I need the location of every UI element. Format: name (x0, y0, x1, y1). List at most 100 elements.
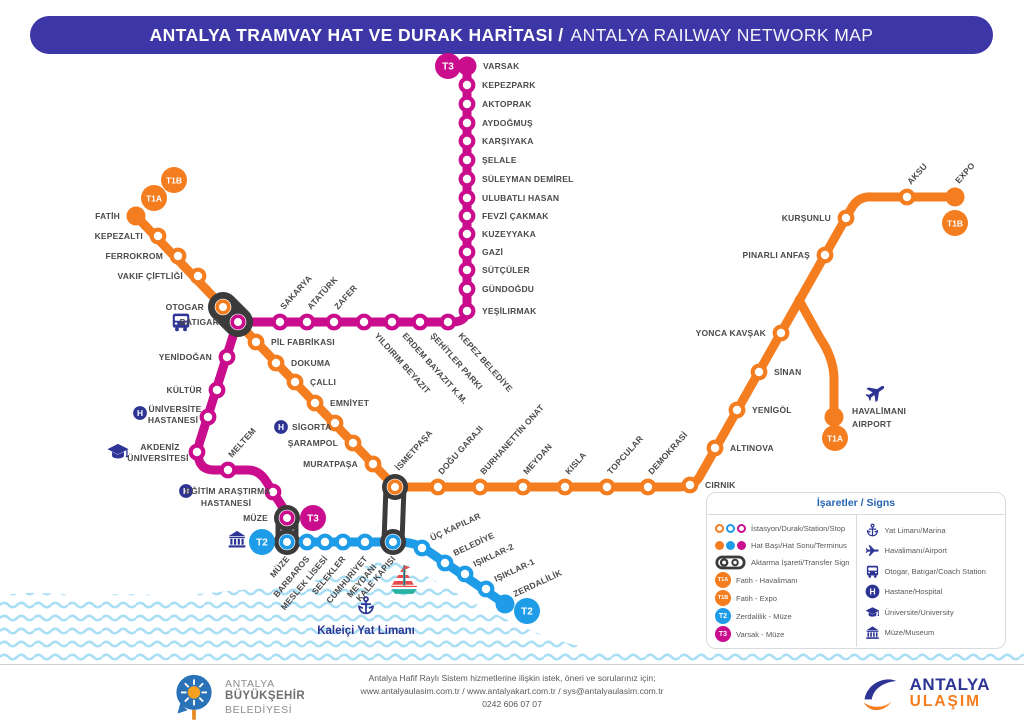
operator-line2: ULAŞIM (909, 692, 982, 710)
station-label: OTOGAR (166, 302, 204, 312)
station-label: ŞEHİTLER PARKI (429, 331, 485, 392)
station-label: ÜNİVERSİTE (148, 404, 201, 414)
station-orange-ferrokrom (169, 247, 187, 265)
station-orange-havali-mani (824, 407, 844, 427)
station-orange-aksu (898, 188, 916, 206)
badge-t1a: T1A (822, 425, 848, 451)
station-label: SİNAN (774, 367, 801, 377)
station-label: ALTINOVA (730, 443, 774, 453)
station-magenta-kepez-beledi-ye (439, 313, 457, 331)
station-orange-alli (286, 373, 304, 391)
legend-item-m-ze-museum: Müze/Museum (865, 625, 1002, 640)
station-label: CIRNIK (705, 480, 736, 490)
station-label: VAKIF ÇİFTLİĞİ (118, 270, 183, 281)
svg-text:T1A: T1A (146, 193, 162, 203)
station-orange-demokrasi (639, 478, 657, 496)
station-magenta-g-ndo-du (458, 280, 476, 298)
station-orange-kisla (556, 478, 574, 496)
legend-badge-t1a: T1A (715, 572, 731, 588)
legend-item-hastane-hospital: Hastane/Hospital (865, 584, 1002, 599)
legend-badge-t2: T2 (715, 608, 731, 624)
station-label: ZAFER (332, 283, 359, 311)
station-magenta-yildirim-beyazit (355, 313, 373, 331)
station-label: ŞELALE (482, 155, 517, 165)
station-label: KURŞUNLU (782, 213, 831, 223)
badge-t3: T3 (435, 53, 461, 79)
station-blue-beledi-ye (436, 554, 454, 572)
station-label: SİGORTA (292, 422, 332, 432)
footer-phone: 0242 606 07 07 (482, 698, 542, 709)
station-label: EĞİTİM ARAŞTIRMA (185, 485, 271, 496)
station-orange-kur-unlu (837, 209, 855, 227)
station-label: ÇALLI (310, 377, 336, 387)
legend-item-yat-liman-marina: Yat Limanı/Marina (865, 523, 1002, 538)
station-label: MELTEM (226, 426, 258, 460)
station-orange-dokuma (267, 354, 285, 372)
station-label: GÜNDOĞDU (482, 283, 534, 294)
station-label: EXPO (953, 160, 977, 185)
legend-item-niversite-university: Üniversite/University (865, 605, 1002, 620)
station-magenta-aydo-mu (458, 114, 476, 132)
station-orange-fati-h (126, 206, 146, 226)
station-orange-si-nan (750, 363, 768, 381)
badge-t1a: T1A (141, 185, 167, 211)
station-orange-i-smetpa-a (382, 474, 408, 500)
station-magenta-gazi (458, 243, 476, 261)
svg-text:T1B: T1B (947, 218, 963, 228)
dot-blue (726, 541, 735, 550)
anchor-icon (865, 523, 880, 538)
station-label: YENİGÖL (752, 405, 792, 415)
station-label: ULUBATLI HASAN (482, 193, 559, 203)
station-orange-pinarli-anfa (816, 246, 834, 264)
svg-text:T3: T3 (442, 61, 454, 72)
station-label: YILDIRIM BEYAZIT (373, 331, 433, 396)
station-blue-i-iklar-2 (456, 565, 474, 583)
svg-text:T2: T2 (256, 537, 268, 548)
legend-item-label: Yat Limanı/Marina (884, 525, 946, 535)
operator-line1: ANTALYA (909, 675, 990, 695)
legend-title: İşaretler / Signs (707, 493, 1005, 515)
station-label: KUZEYYAKA (482, 229, 536, 239)
station-blue-meslek-li-sesi (316, 533, 334, 551)
station-label: YONCA KAVŞAK (696, 328, 767, 338)
station-label: GAZİ (482, 247, 503, 257)
station-orange-pi-l-fabri-kasi (247, 333, 265, 351)
legend-item-fatih-havaliman: T1A Fatih - Havalimanı (715, 572, 852, 588)
station-label: ÜNİVERSİTESİ (127, 453, 188, 463)
badge-t2: T2 (514, 598, 540, 624)
footer-info-line1: Antalya Hafif Raylı Sistem hizmetlerine … (368, 673, 656, 683)
svg-text:T1B: T1B (166, 175, 182, 185)
station-label: HAVALİMANI (852, 406, 906, 416)
station-orange-kepezalti (149, 227, 167, 245)
dot-blue (726, 524, 735, 533)
station-magenta-varsak (457, 56, 477, 76)
map-title-english: ANTALYA RAILWAY NETWORK MAP (570, 24, 874, 45)
municipality-line1: ANTALYA (225, 678, 275, 691)
gradcap-icon (865, 605, 880, 620)
station-label: AYDOĞMUŞ (482, 117, 533, 128)
station-label: DOKUMA (291, 358, 330, 368)
station-orange-otogar (210, 294, 236, 320)
station-orange-vakif-i-ftli-i (189, 267, 207, 285)
dot-orange (715, 524, 724, 533)
station-magenta-akdeni-z-ni-versi-tesi (188, 443, 206, 461)
legend-item-zerdalilik-m-ze: T2 Zerdalilik - Müze (715, 608, 852, 624)
station-magenta-ulubatli-hasan (458, 189, 476, 207)
station-magenta-erdem-bayazit-k-m (383, 313, 401, 331)
legend-badge-t3: T3 (715, 626, 731, 642)
station-label: BATIGAR (180, 317, 220, 327)
line-badges-layer: T1B T1A T3 T1B T1A T3 T2 T2 (141, 53, 968, 624)
station-label: MÜZE (243, 513, 268, 523)
municipality-logo (176, 674, 212, 720)
operator-logo (863, 679, 897, 711)
station-stop-icon (715, 524, 746, 533)
terminus-icon (715, 541, 746, 550)
legend-item-label: Aktarma İşareti/Transfer Sign (751, 558, 850, 567)
operator-name: ANTALYA ULAŞIM (910, 676, 990, 709)
station-label: FERROKROM (105, 251, 163, 261)
station-label: FATİH (95, 211, 120, 221)
station-label: DEMOKRASİ (646, 430, 689, 477)
station-label: KÜLTÜR (166, 385, 202, 395)
transfer-sign-icon (715, 555, 746, 570)
station-blue-kale-kapisi (380, 529, 406, 555)
